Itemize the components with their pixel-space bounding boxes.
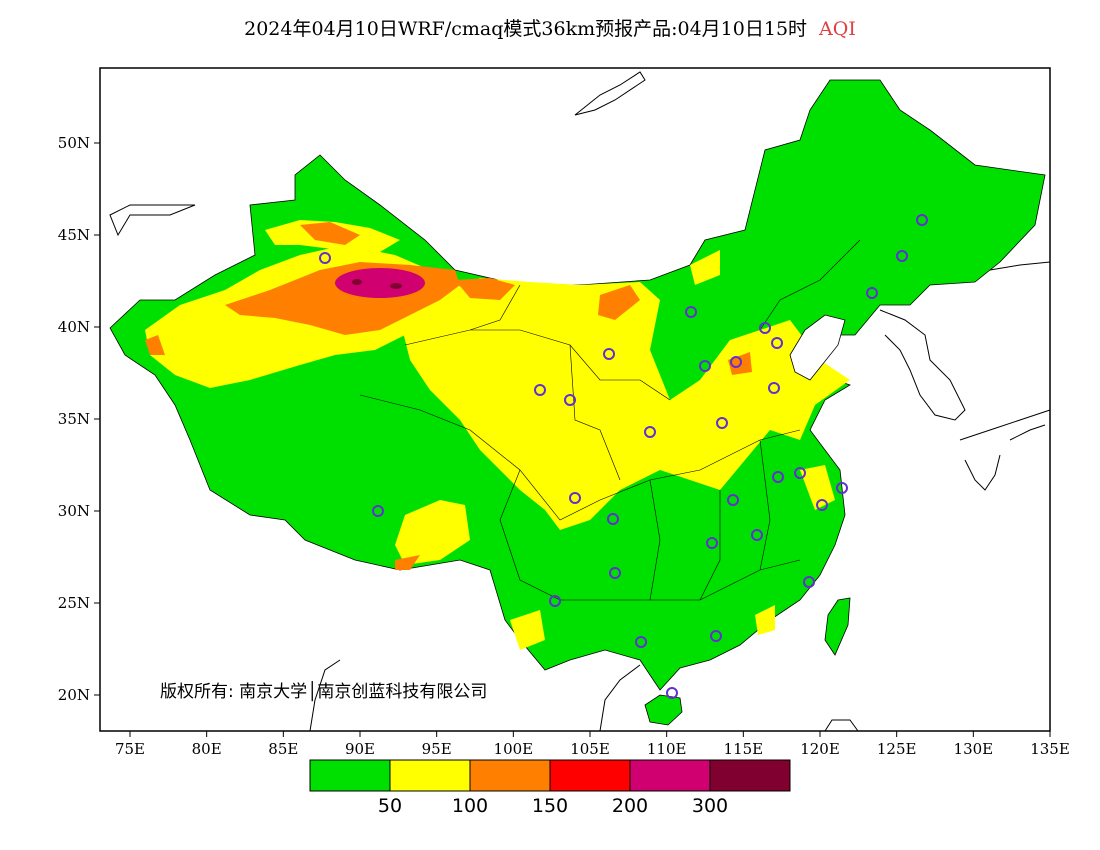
legend-label: 300 bbox=[692, 795, 728, 817]
city-marker[interactable] bbox=[730, 356, 742, 368]
latitude-tick-label: 35N bbox=[58, 410, 90, 428]
city-marker[interactable] bbox=[794, 467, 806, 479]
longitude-tick-label: 90E bbox=[345, 740, 375, 758]
city-marker[interactable] bbox=[727, 494, 739, 506]
latitude-tick-label: 30N bbox=[58, 502, 90, 520]
aqi-zone-moderate-central bbox=[400, 278, 850, 530]
japan-coastline bbox=[959, 409, 1051, 491]
city-marker[interactable] bbox=[666, 687, 678, 699]
longitude-tick-label: 130E bbox=[954, 740, 994, 758]
latitude-tick-label: 25N bbox=[58, 594, 90, 612]
title-main: 2024年04月10日WRF/cmaq模式36km预报产品:04月10日15时 bbox=[244, 18, 808, 40]
aqi-zone-unhealthy-sensitive-west bbox=[145, 335, 165, 355]
city-marker[interactable] bbox=[768, 382, 780, 394]
aqi-zone-moderate-northeast bbox=[690, 250, 720, 285]
city-markers bbox=[319, 214, 928, 699]
city-marker[interactable] bbox=[816, 499, 828, 511]
longitude-tick-label: 135E bbox=[1030, 740, 1070, 758]
aqi-legend: 50 100 150 200 300 bbox=[309, 759, 791, 817]
aqi-hotspot-hazardous-east bbox=[390, 283, 402, 289]
korea-coastline bbox=[879, 309, 966, 421]
longitude-tick-label: 125E bbox=[877, 740, 917, 758]
longitude-tick-label: 80E bbox=[192, 740, 222, 758]
longitude-tick-label: 85E bbox=[268, 740, 298, 758]
latitude-ticks: 20N 25N 30N 35N 40N 45N 50N bbox=[58, 134, 100, 704]
city-marker[interactable] bbox=[603, 348, 615, 360]
longitude-tick-label: 120E bbox=[800, 740, 840, 758]
latitude-tick-label: 40N bbox=[58, 318, 90, 336]
latitude-tick-label: 45N bbox=[58, 226, 90, 244]
map-title: 2024年04月10日WRF/cmaq模式36km预报产品:04月10日15时 A… bbox=[0, 14, 1100, 41]
legend-swatch bbox=[469, 759, 551, 792]
southeast-asia-coast bbox=[309, 659, 859, 732]
taiwan-island bbox=[824, 597, 851, 656]
city-marker[interactable] bbox=[372, 505, 384, 517]
city-marker[interactable] bbox=[803, 576, 815, 588]
legend-label: 200 bbox=[612, 795, 648, 817]
city-marker[interactable] bbox=[706, 537, 718, 549]
longitude-tick-label: 110E bbox=[647, 740, 687, 758]
legend-label: 100 bbox=[452, 795, 488, 817]
latitude-tick-label: 20N bbox=[58, 686, 90, 704]
aqi-zone-moderate-southeast bbox=[755, 605, 775, 635]
city-marker[interactable] bbox=[609, 567, 621, 579]
city-marker[interactable] bbox=[771, 337, 783, 349]
legend-label: 150 bbox=[532, 795, 568, 817]
longitude-tick-label: 105E bbox=[570, 740, 610, 758]
city-marker[interactable] bbox=[710, 630, 722, 642]
legend-swatch bbox=[629, 759, 711, 792]
latitude-tick-label: 50N bbox=[58, 134, 90, 152]
city-marker[interactable] bbox=[716, 417, 728, 429]
city-marker[interactable] bbox=[549, 595, 561, 607]
aqi-zone-unhealthy-sensitive-north bbox=[300, 222, 360, 245]
legend-swatch bbox=[309, 759, 391, 792]
city-marker[interactable] bbox=[699, 360, 711, 372]
hainan-island bbox=[644, 694, 683, 726]
city-marker[interactable] bbox=[896, 250, 908, 262]
city-marker[interactable] bbox=[866, 287, 878, 299]
longitude-tick-label: 95E bbox=[422, 740, 452, 758]
city-marker[interactable] bbox=[916, 214, 928, 226]
aqi-hotspot-hazardous-west bbox=[352, 279, 362, 285]
aqi-zone-unhealthy-sensitive-inner-mongolia bbox=[455, 278, 515, 300]
city-marker[interactable] bbox=[569, 492, 581, 504]
city-marker[interactable] bbox=[319, 252, 331, 264]
city-marker[interactable] bbox=[836, 482, 848, 494]
bohai-sea bbox=[789, 314, 846, 381]
aqi-zone-moderate-south bbox=[510, 610, 545, 650]
russia-coast bbox=[989, 261, 1051, 271]
legend-label: 50 bbox=[378, 795, 402, 817]
city-marker[interactable] bbox=[635, 636, 647, 648]
city-marker[interactable] bbox=[534, 384, 546, 396]
city-marker[interactable] bbox=[759, 322, 771, 334]
city-marker[interactable] bbox=[607, 513, 619, 525]
aqi-hotspot-very-unhealthy bbox=[335, 268, 425, 298]
city-marker[interactable] bbox=[564, 394, 576, 406]
sakhalin-coastline bbox=[574, 71, 646, 116]
copyright-text: 版权所有: 南京大学│南京创蓝科技有限公司 bbox=[160, 681, 487, 702]
lake-coastline bbox=[109, 204, 196, 237]
aqi-zone-moderate-tibet bbox=[395, 500, 470, 565]
title-variable: AQI bbox=[819, 18, 856, 40]
longitude-tick-label: 115E bbox=[724, 740, 764, 758]
legend-swatch bbox=[549, 759, 631, 792]
legend-swatch bbox=[709, 759, 791, 792]
longitude-ticks: 75E 80E 85E 90E 95E 100E 105E 110E 115E 120E 125E 1… bbox=[115, 731, 1070, 758]
province-boundaries bbox=[359, 239, 861, 601]
legend-swatch bbox=[389, 759, 471, 792]
longitude-tick-label: 75E bbox=[115, 740, 145, 758]
aqi-zone-moderate-east bbox=[800, 465, 835, 510]
city-marker[interactable] bbox=[685, 306, 697, 318]
city-marker[interactable] bbox=[751, 529, 763, 541]
map-content: 版权所有: 南京大学│南京创蓝科技有限公司 bbox=[109, 71, 1051, 732]
aqi-zone-unhealthy-sensitive-ordos bbox=[598, 285, 640, 320]
city-marker[interactable] bbox=[772, 471, 784, 483]
city-marker[interactable] bbox=[644, 426, 656, 438]
aqi-zone-unhealthy-sensitive-tibet bbox=[395, 555, 420, 570]
longitude-tick-label: 100E bbox=[494, 740, 534, 758]
